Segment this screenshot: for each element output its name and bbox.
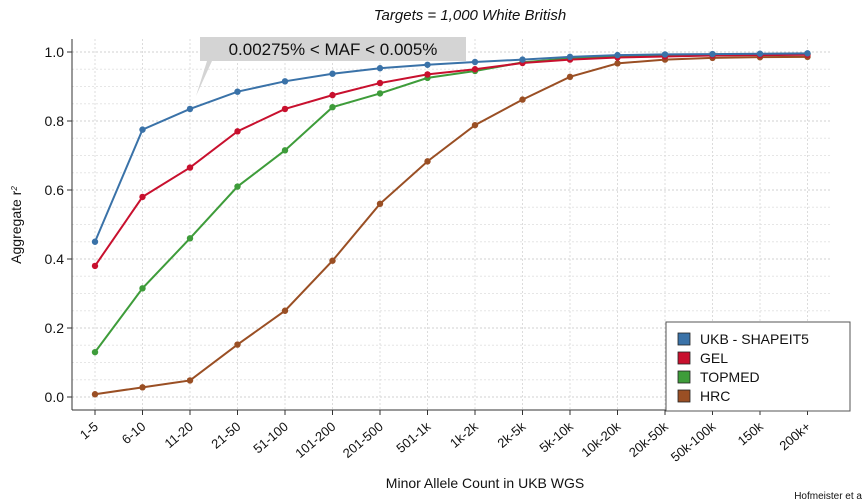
data-point (139, 126, 146, 133)
data-point (281, 78, 289, 85)
y-tick-label: 1.0 (45, 44, 65, 60)
data-point (424, 158, 431, 165)
data-point (186, 164, 194, 171)
data-point (91, 348, 99, 356)
data-point (91, 262, 99, 270)
x-axis-label: Minor Allele Count in UKB WGS (386, 475, 584, 491)
data-point (519, 96, 526, 103)
data-point (234, 128, 241, 135)
legend-swatch (677, 370, 691, 384)
y-tick-label: 0.4 (45, 251, 65, 267)
x-tick-label: 501-1k (393, 418, 433, 455)
series-line (94, 52, 808, 243)
x-tick-label: 51-100 (250, 419, 291, 457)
legend-label: UKB - SHAPEIT5 (700, 331, 809, 347)
data-point (234, 341, 241, 348)
series-topmed (91, 50, 811, 356)
annotation-bubble (196, 37, 466, 96)
legend-box (665, 321, 851, 412)
data-point (471, 58, 479, 66)
legend: UKB - SHAPEIT5 GEL TOPMED HRC (665, 321, 851, 412)
series-line (94, 52, 808, 353)
data-point (186, 235, 194, 242)
data-point (376, 200, 384, 207)
x-tick-label: 6-10 (119, 419, 149, 447)
series-ukb-shapeit5 (91, 50, 811, 245)
legend-swatch (677, 332, 691, 346)
data-point (614, 60, 621, 67)
y-axis-ticks: 0.0 0.2 0.4 0.6 0.8 1.0 (45, 44, 72, 405)
data-point (756, 50, 764, 57)
data-point (186, 377, 194, 384)
x-tick-label: 1-5 (77, 419, 101, 443)
chart-title: Targets = 1,000 White British (374, 7, 566, 24)
annotation-callout: 0.00275% < MAF < 0.005% (196, 37, 466, 96)
series-group (91, 50, 811, 398)
legend-label: GEL (700, 350, 728, 366)
y-axis-label-text: Aggregate r (8, 190, 24, 263)
data-point (519, 56, 526, 63)
data-point (186, 105, 194, 113)
data-point (376, 65, 384, 72)
data-point (424, 71, 431, 78)
data-point (709, 50, 716, 58)
x-tick-label: 201-500 (340, 419, 386, 461)
y-tick-label: 0.0 (45, 389, 65, 405)
data-point (329, 70, 336, 77)
data-point (471, 66, 479, 73)
x-axis-ticks: 1-5 6-10 11-20 21-50 51-100 101-200 201-500 501… (77, 410, 813, 465)
data-point (139, 384, 146, 391)
data-point (376, 79, 384, 87)
data-point (424, 61, 431, 68)
data-point (566, 73, 574, 81)
y-tick-label: 0.6 (45, 182, 65, 198)
data-point (566, 53, 574, 61)
data-point (804, 50, 811, 57)
data-point (281, 307, 289, 314)
data-point (91, 391, 99, 398)
data-point (329, 257, 336, 264)
y-axis-label-superscript: 2 (10, 186, 19, 192)
data-point (329, 91, 336, 99)
x-tick-label: 200k+ (776, 419, 813, 454)
x-tick-label: 20k-50k (626, 418, 671, 460)
data-point (139, 193, 146, 201)
data-point (139, 285, 146, 292)
data-point (91, 238, 99, 245)
data-point (614, 51, 621, 59)
data-point (234, 88, 241, 95)
x-tick-label: 101-200 (292, 419, 338, 461)
x-tick-label: 150k (735, 418, 767, 448)
data-point (471, 121, 479, 129)
data-point (281, 147, 289, 154)
series-line (94, 55, 808, 396)
legend-swatch (677, 389, 691, 403)
series-line (94, 53, 808, 267)
x-tick-label: 2k-5k (494, 418, 528, 450)
x-tick-label: 11-20 (162, 419, 196, 451)
legend-label: TOPMED (700, 369, 760, 385)
data-point (281, 105, 289, 113)
credit-text: Hofmeister et a (794, 491, 862, 502)
y-tick-label: 0.8 (45, 113, 65, 129)
data-point (234, 183, 241, 190)
y-axis-label: Aggregate r2 (8, 186, 24, 264)
x-tick-label: 21-50 (208, 419, 243, 452)
legend-label: HRC (700, 388, 730, 404)
x-tick-label: 50k-100k (668, 418, 719, 464)
data-point (661, 51, 669, 58)
x-tick-label: 1k-2k (447, 418, 481, 450)
x-tick-label: 10k-20k (578, 418, 623, 460)
legend-swatch (677, 351, 691, 365)
series-gel (91, 51, 811, 270)
x-tick-label: 5k-10k (536, 418, 576, 455)
data-point (329, 104, 336, 111)
data-point (376, 90, 384, 97)
y-tick-label: 0.2 (45, 320, 65, 336)
annotation-text: 0.00275% < MAF < 0.005% (229, 40, 438, 59)
